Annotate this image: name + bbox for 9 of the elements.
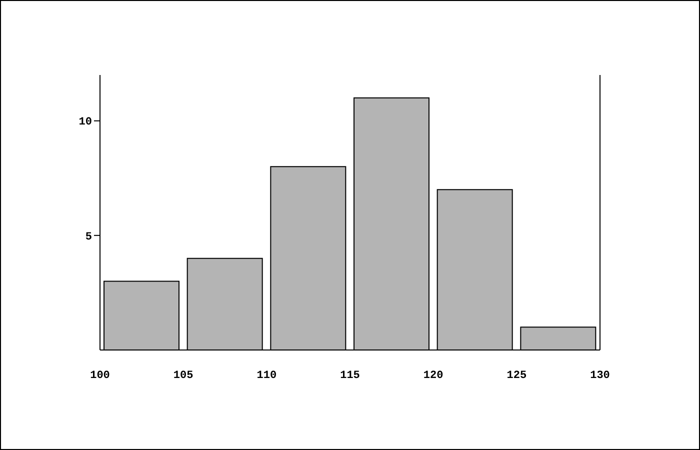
x-tick-label: 130 [590, 370, 610, 382]
y-tick-label: 10 [78, 116, 92, 129]
x-tick-label: 110 [256, 370, 277, 382]
x-tick-label: 120 [423, 370, 444, 382]
x-tick-label: 125 [506, 370, 527, 382]
x-tick-label: 105 [173, 370, 194, 382]
y-tick-label: 5 [85, 231, 92, 244]
x-tick-label: 100 [90, 370, 110, 382]
x-tick-label: 115 [340, 370, 360, 382]
